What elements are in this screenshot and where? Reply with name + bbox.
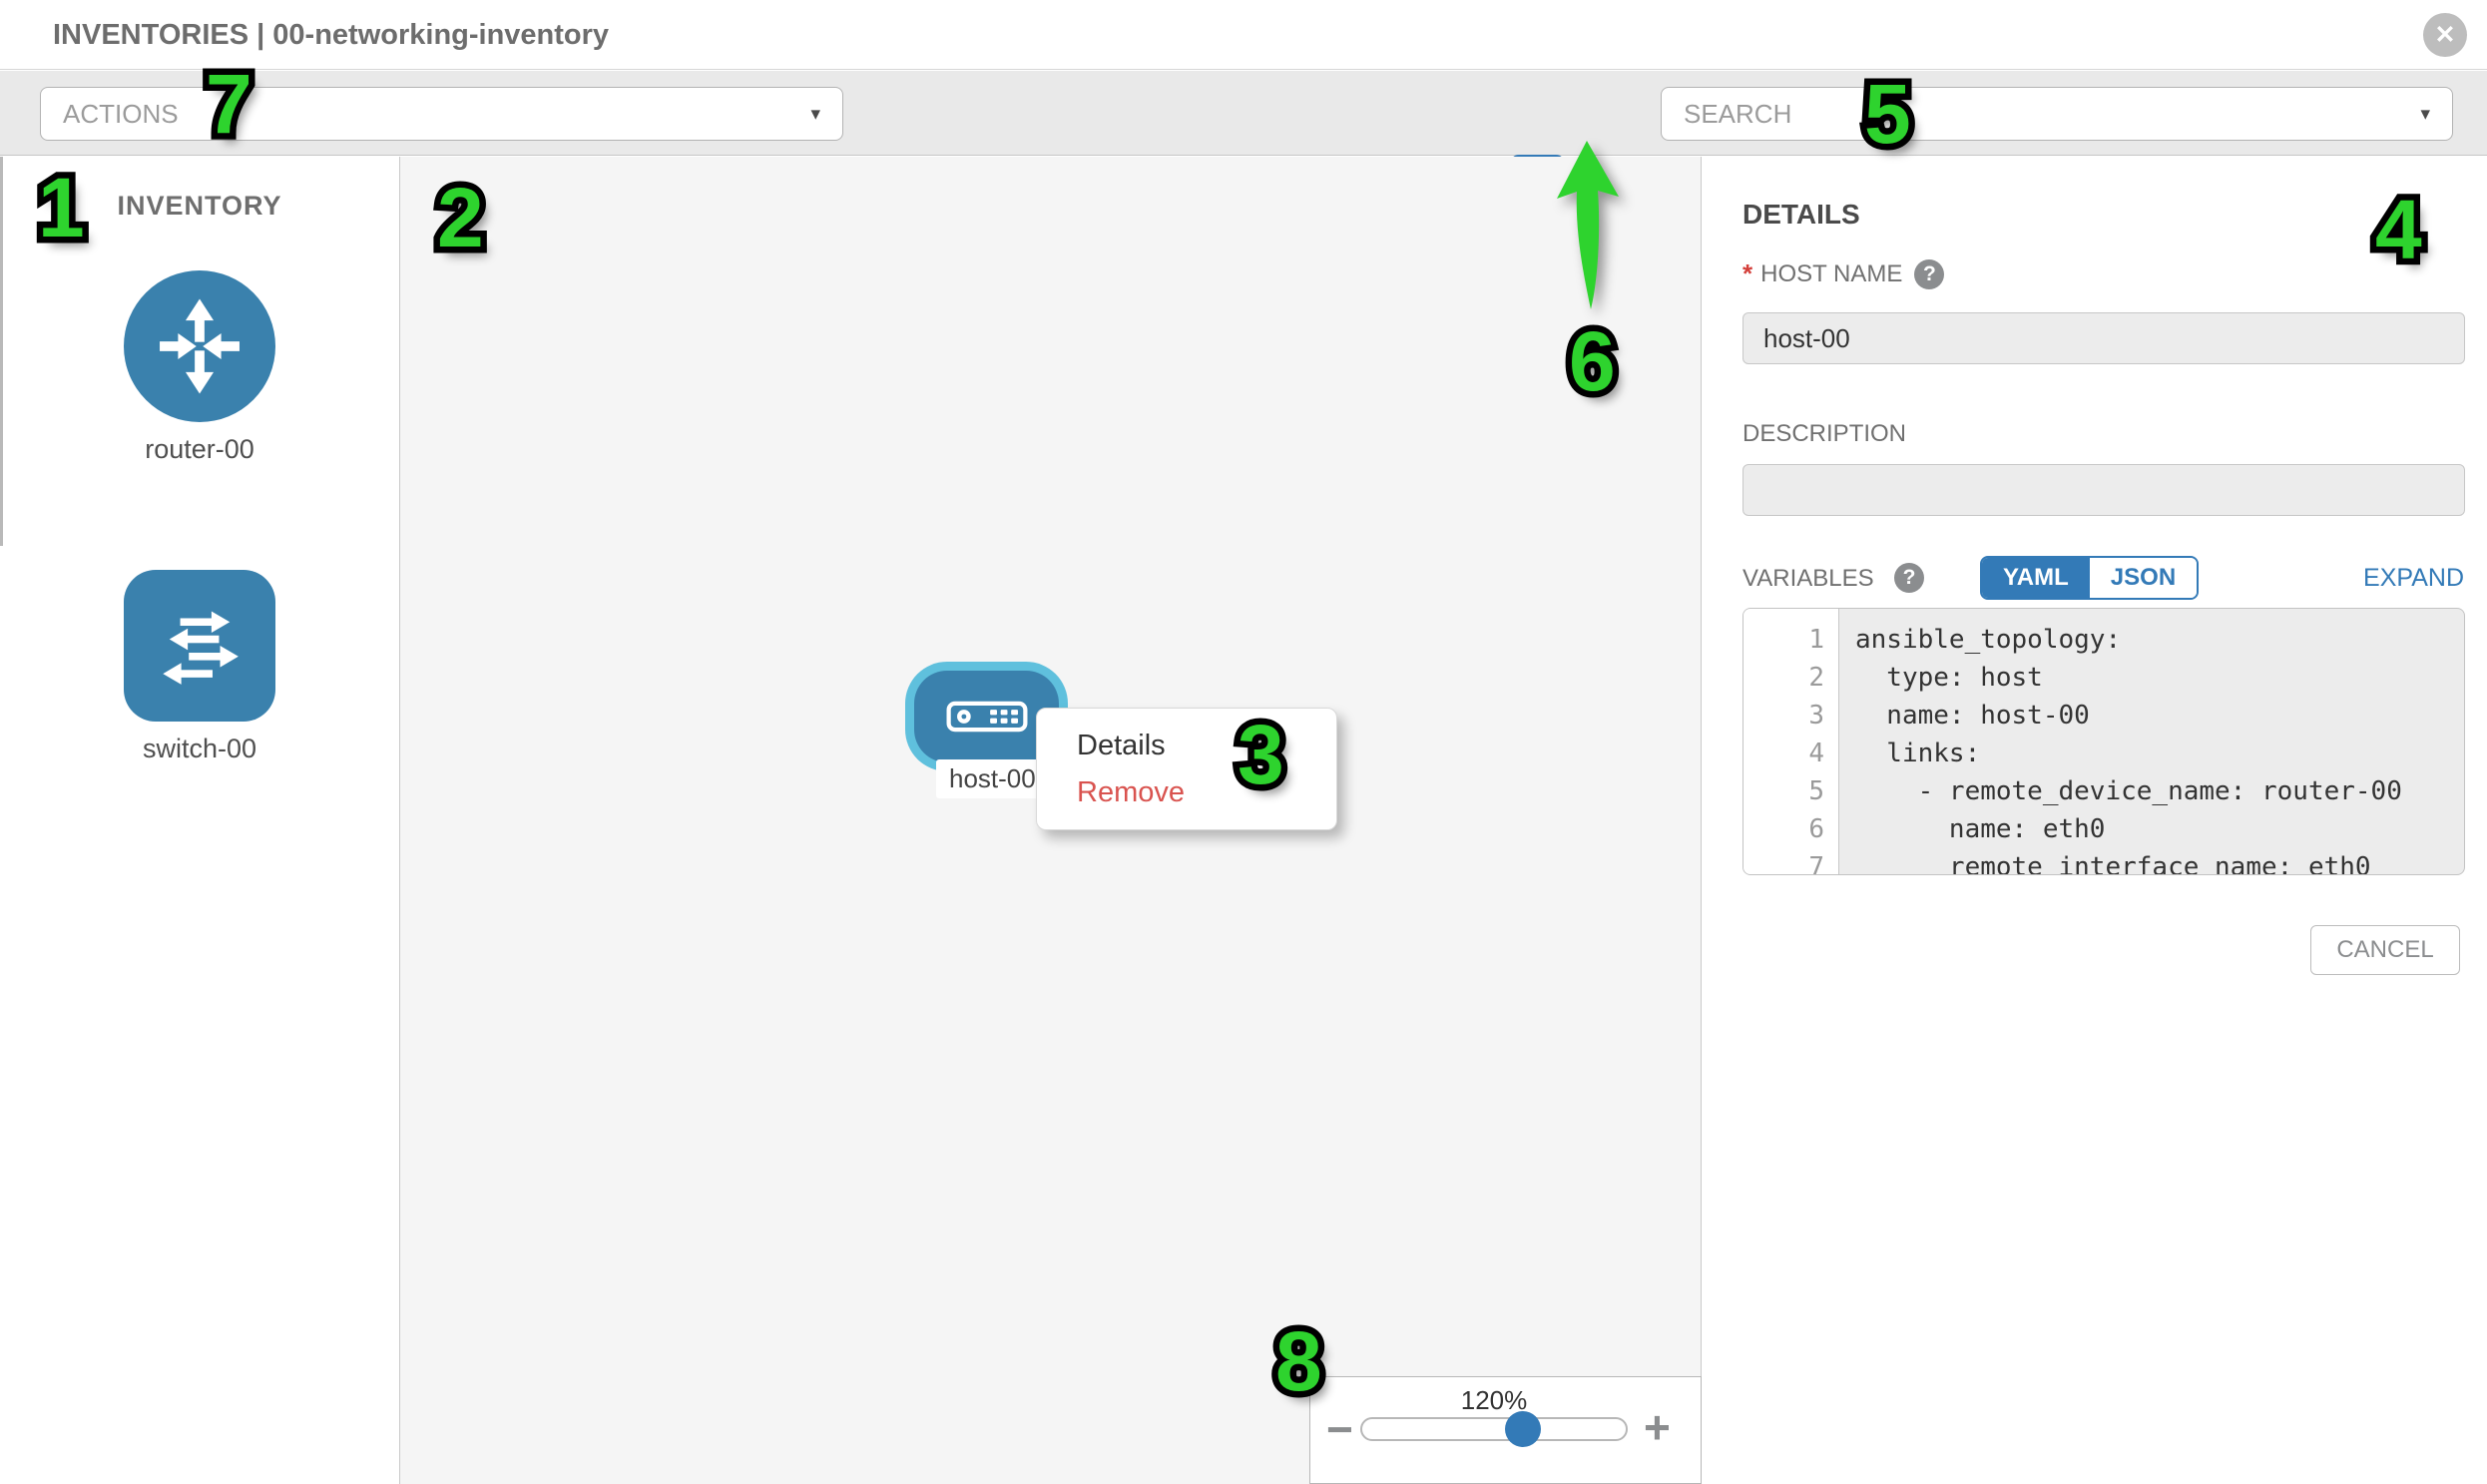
zoom-in-button[interactable]: +: [1644, 1401, 1671, 1453]
node-context-menu: Details Remove: [1036, 708, 1337, 830]
host-node-label: host-00: [936, 759, 1049, 798]
line-number: 7: [1808, 852, 1824, 875]
close-icon: ✕: [2434, 21, 2456, 49]
line-number: 2: [1808, 663, 1824, 693]
close-button[interactable]: ✕: [2423, 13, 2467, 57]
help-icon[interactable]: ?: [1914, 258, 1945, 289]
line-number: 6: [1808, 814, 1824, 844]
zoom-level: 120%: [1460, 1385, 1528, 1415]
search-dropdown[interactable]: SEARCH ▾: [1661, 87, 2453, 141]
sidebar-item-label: router-00: [145, 434, 254, 464]
router-arrows-icon: [160, 298, 240, 394]
actions-dropdown-label: ACTIONS: [63, 98, 179, 129]
zoom-slider-thumb[interactable]: [1505, 1411, 1541, 1447]
description-label: DESCRIPTION: [1742, 420, 1907, 447]
details-panel: DETAILS * HOST NAME ? DESCRIPTION VARIAB…: [1703, 157, 2487, 1484]
host-server-icon: [946, 701, 1027, 733]
expand-link[interactable]: EXPAND: [2363, 564, 2464, 592]
host-node[interactable]: [905, 662, 1068, 771]
inventory-sidebar: INVENTORY router-00: [0, 157, 400, 1484]
host-name-input[interactable]: [1742, 312, 2465, 364]
description-input[interactable]: [1742, 464, 2465, 516]
code-content: ansible_topology: type: host name: host-…: [1839, 609, 2464, 875]
code-line: remote_interface_name: eth0: [1855, 852, 2371, 875]
code-line: - remote_device_name: router-00: [1855, 776, 2402, 806]
host-name-label-row: * HOST NAME ?: [1742, 258, 1945, 289]
details-heading: DETAILS: [1742, 199, 1860, 230]
sidebar-item-label: switch-00: [142, 734, 257, 763]
line-number: 3: [1808, 701, 1824, 731]
variables-header-row: VARIABLES ? YAML JSON: [1742, 556, 2465, 600]
actions-dropdown[interactable]: ACTIONS ▾: [40, 87, 843, 141]
sidebar-scroll-hint: [0, 157, 3, 546]
line-number: 5: [1808, 776, 1824, 806]
switch-arrows-icon: [163, 611, 239, 685]
toolbar: ACTIONS ▾ SEARCH ▾: [0, 71, 2487, 212]
code-line: name: eth0: [1855, 814, 2106, 844]
host-name-label: HOST NAME: [1760, 259, 1903, 287]
context-menu-item-details[interactable]: Details: [1077, 730, 1166, 761]
required-asterisk: *: [1742, 258, 1753, 288]
search-dropdown-label: SEARCH: [1684, 98, 1792, 129]
line-number: 1: [1808, 625, 1824, 655]
code-line: links:: [1855, 739, 1981, 768]
zoom-control-panel: 120% − +: [1309, 1376, 1702, 1484]
variables-format-toggle: YAML JSON: [1980, 556, 2200, 600]
line-number: 4: [1808, 739, 1824, 768]
cancel-button[interactable]: CANCEL: [2310, 925, 2460, 975]
sidebar-item-router-00[interactable]: router-00: [124, 270, 275, 465]
caret-down-icon: ▾: [810, 103, 820, 125]
zoom-out-button[interactable]: −: [1326, 1403, 1353, 1455]
header: INVENTORIES | 00-networking-inventory ✕: [0, 0, 2487, 70]
context-menu-item-remove[interactable]: Remove: [1077, 776, 1185, 808]
code-line: name: host-00: [1855, 701, 2090, 731]
code-gutter: 1 2 3 4 5 6 7: [1743, 609, 1839, 874]
zoom-slider-track[interactable]: [1360, 1411, 1628, 1447]
description-label-row: DESCRIPTION: [1742, 420, 1906, 448]
sidebar-heading: INVENTORY: [117, 191, 282, 221]
sidebar-item-switch-00[interactable]: switch-00: [124, 570, 275, 764]
page-title: INVENTORIES | 00-networking-inventory: [53, 19, 610, 51]
code-line: ansible_topology:: [1855, 625, 2122, 655]
code-line: type: host: [1855, 663, 2043, 693]
topology-canvas[interactable]: host-00 Details Remove 120% − +: [400, 157, 1702, 1484]
variables-code-editor[interactable]: 1 2 3 4 5 6 7 ansible_topology: type: ho…: [1742, 608, 2465, 875]
json-toggle-button[interactable]: JSON: [2089, 558, 2198, 598]
help-icon[interactable]: ?: [1894, 563, 1924, 593]
caret-down-icon: ▾: [2420, 103, 2430, 125]
yaml-toggle-button[interactable]: YAML: [1982, 558, 2090, 598]
variables-label: VARIABLES: [1742, 565, 1874, 592]
